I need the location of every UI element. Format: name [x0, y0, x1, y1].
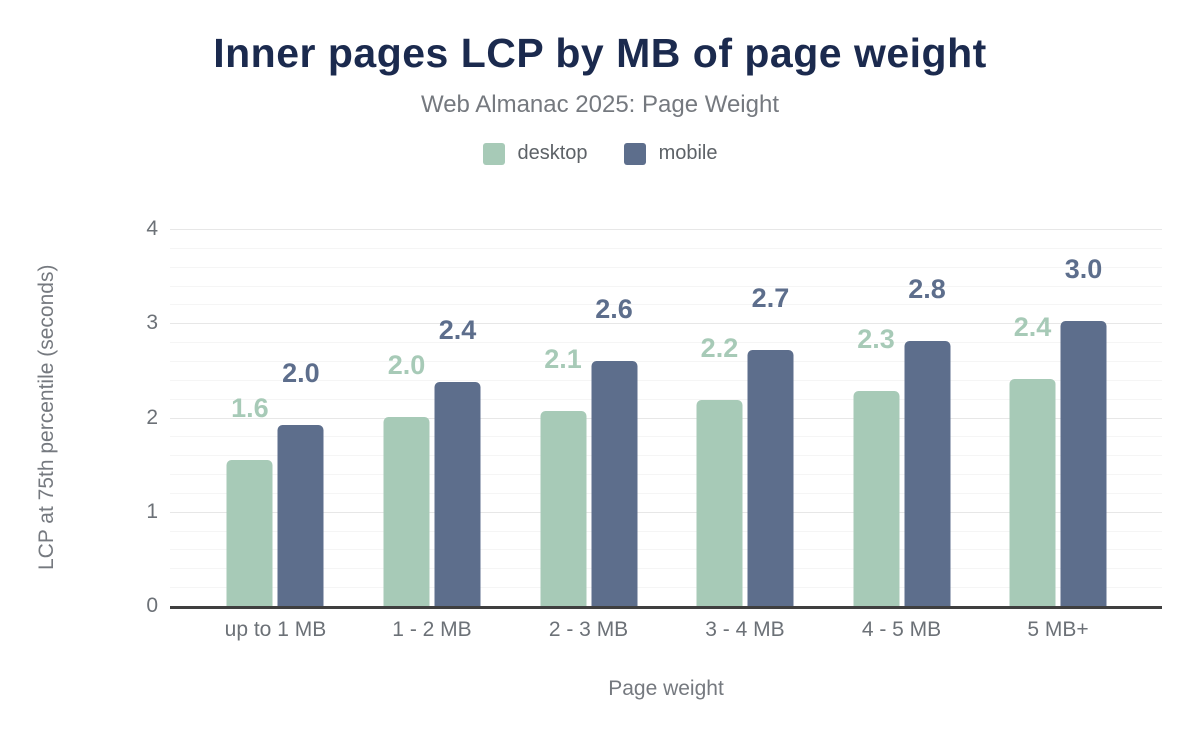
bar-group-4-5-mb: 2.3 2.8: [853, 276, 950, 606]
minor-gridline: [170, 436, 1162, 438]
bar-value-label-mobile: 2.6: [595, 293, 633, 324]
major-gridline: [170, 323, 1162, 325]
y-tick-label: 2: [146, 405, 158, 429]
legend-swatch-mobile: [623, 142, 646, 165]
y-tick-label: 0: [146, 594, 158, 617]
bar-desktop-up-to-1-mb[interactable]: [226, 459, 273, 606]
bar-value-label-mobile: 3.0: [1064, 254, 1103, 285]
major-gridline: [170, 417, 1162, 419]
bar-value-label-mobile: 2.8: [908, 274, 946, 305]
bar-column-desktop: 2.1: [540, 343, 587, 606]
x-tick-label: 5 MB+: [1027, 618, 1089, 641]
minor-gridline: [170, 455, 1162, 457]
bar-value-label-desktop: 2.1: [544, 343, 582, 374]
legend-label: mobile: [658, 142, 718, 164]
bar-desktop-5-mb[interactable]: [1009, 378, 1056, 606]
minor-gridline: [170, 398, 1162, 400]
bar-mobile-2-3-mb[interactable]: [591, 360, 638, 606]
bar-column-mobile: 2.6: [591, 293, 638, 606]
x-axis-ticks: up to 1 MB 1 - 2 MB 2 - 3 MB 3 - 4 MB 4 - 5 …: [170, 618, 1162, 646]
bar-value-label-desktop: 2.3: [857, 324, 895, 355]
y-axis-title: LCP at 75th percentile (seconds): [35, 264, 58, 571]
bar-column-desktop: 2.2: [696, 332, 743, 606]
minor-gridline: [170, 247, 1162, 249]
bar-value-label-mobile: 2.7: [751, 282, 790, 313]
bar-column-mobile: 2.8: [904, 276, 950, 606]
x-axis-title: Page weight: [608, 677, 724, 700]
bar-value-label-desktop: 2.2: [700, 332, 739, 363]
x-tick-label: 4 - 5 MB: [861, 618, 942, 641]
bar-group-2-3-mb: 2.1 2.6: [540, 293, 638, 606]
bar-desktop-1-2-mb[interactable]: [383, 416, 430, 606]
bar-desktop-3-4-mb[interactable]: [696, 399, 743, 606]
bar-group-3-4-mb: 2.2 2.7: [696, 282, 794, 606]
bar-group-up-to-1-mb: 1.6 2.0: [226, 358, 324, 606]
bar-mobile-4-5-mb[interactable]: [904, 341, 950, 606]
bar-value-label-desktop: 2.4: [1013, 311, 1052, 342]
bar-column-desktop: 2.0: [383, 349, 430, 606]
chart-title: Inner pages LCP by MB of page weight: [213, 30, 987, 76]
minor-gridline: [170, 285, 1162, 287]
y-tick-label: 4: [146, 217, 158, 240]
minor-gridline: [170, 360, 1162, 362]
major-gridline: [170, 229, 1162, 230]
legend: desktop mobile: [0, 142, 1200, 165]
minor-gridline: [170, 587, 1162, 589]
bar-desktop-2-3-mb[interactable]: [540, 410, 587, 606]
bar-mobile-3-4-mb[interactable]: [747, 349, 794, 606]
bar-group-1-2-mb: 2.0 2.4: [383, 314, 481, 606]
plot-area: 1.6 2.0 2.0 2.4 2.1 2.6 2.2 2.7 2.3 2.8 2.4 3.0: [170, 229, 1162, 609]
major-gridline: [170, 511, 1162, 513]
bar-mobile-5-mb[interactable]: [1060, 321, 1107, 606]
bar-group-5-mb: 2.4 3.0: [1009, 254, 1107, 606]
bar-desktop-4-5-mb[interactable]: [853, 391, 899, 606]
minor-gridline: [170, 342, 1162, 344]
minor-gridline: [170, 474, 1162, 476]
minor-gridline: [170, 266, 1162, 268]
bar-mobile-1-2-mb[interactable]: [434, 381, 481, 606]
chart-subtitle: Web Almanac 2025: Page Weight: [420, 91, 779, 118]
y-axis-ticks: 0 1 2 3 4: [114, 217, 158, 617]
minor-gridline: [170, 549, 1162, 551]
bar-column-desktop: 1.6: [226, 392, 273, 606]
x-tick-label: 2 - 3 MB: [548, 618, 629, 641]
minor-gridline: [170, 304, 1162, 306]
legend-label: desktop: [517, 142, 588, 164]
bar-column-mobile: 2.7: [747, 282, 794, 606]
x-tick-label: up to 1 MB: [224, 618, 327, 641]
bar-column-mobile: 3.0: [1060, 254, 1107, 606]
bar-column-mobile: 2.4: [434, 314, 481, 606]
legend-item-mobile[interactable]: mobile: [623, 142, 718, 165]
minor-gridline: [170, 530, 1162, 532]
x-tick-label: 3 - 4 MB: [705, 618, 785, 641]
bar-column-desktop: 2.3: [853, 326, 899, 606]
bar-value-label-mobile: 2.0: [282, 358, 320, 389]
bar-column-mobile: 2.0: [277, 358, 324, 606]
y-tick-label: 1: [146, 499, 158, 523]
bar-column-desktop: 2.4: [1009, 311, 1056, 606]
minor-gridline: [170, 568, 1162, 570]
x-tick-label: 1 - 2 MB: [392, 618, 472, 641]
minor-gridline: [170, 379, 1162, 381]
minor-gridline: [170, 492, 1162, 494]
bar-value-label-desktop: 1.6: [231, 392, 269, 423]
y-tick-label: 3: [146, 311, 158, 335]
legend-item-desktop[interactable]: desktop: [482, 142, 588, 165]
bar-mobile-up-to-1-mb[interactable]: [277, 425, 324, 606]
legend-swatch-desktop: [482, 142, 505, 165]
bar-value-label-desktop: 2.0: [387, 349, 426, 380]
bar-value-label-mobile: 2.4: [438, 314, 477, 345]
